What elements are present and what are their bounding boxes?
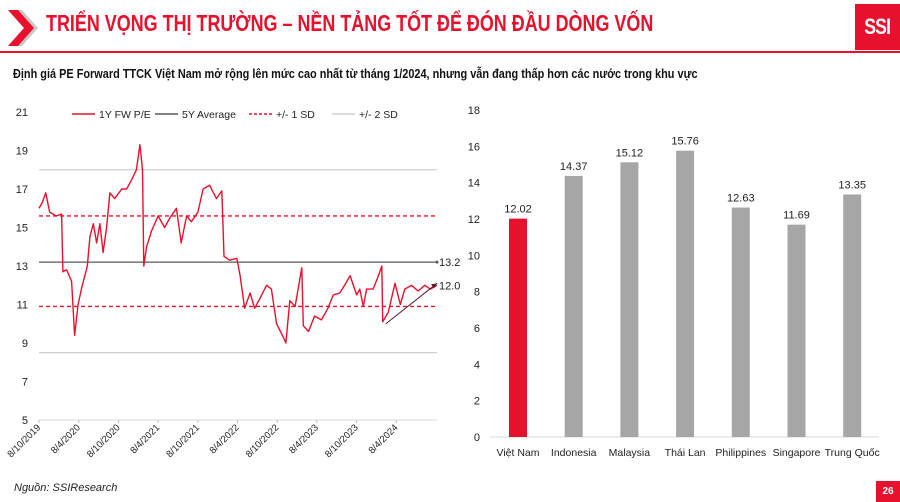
y-tick-label: 6: [474, 323, 480, 335]
y-tick-label: 14: [468, 178, 480, 190]
x-tick-label: 8/4/2024: [367, 422, 401, 456]
bar: [843, 194, 862, 437]
y-tick-label: 7: [22, 377, 28, 389]
chevron-right-icon: [8, 10, 38, 46]
bar-value-label: 14.37: [560, 161, 588, 173]
bar: [676, 150, 695, 437]
legend-label: 5Y Average: [182, 109, 236, 121]
x-tick-label: 8/4/2022: [208, 422, 242, 456]
ssi-logo: SSI: [855, 4, 900, 50]
y-tick-label: 18: [468, 105, 480, 117]
average-marker: [435, 260, 439, 264]
bar-value-label: 13.35: [838, 179, 866, 191]
y-tick-label: 5: [22, 415, 28, 427]
y-tick-label: 17: [16, 184, 28, 196]
bar-value-label: 15.12: [616, 147, 644, 159]
bar-value-label: 12.63: [727, 193, 755, 205]
category-label: Singapore: [773, 447, 821, 459]
category-label: Trung Quốc: [825, 447, 880, 459]
arrow-head-icon: [431, 283, 437, 289]
bar-value-label: 11.69: [783, 210, 810, 222]
y-tick-label: 4: [474, 359, 480, 371]
x-tick-label: 8/10/2023: [323, 422, 361, 460]
category-label: Malaysia: [609, 447, 651, 459]
chart-subtitle: Định giá PE Forward TTCK Việt Nam mở rộn…: [13, 66, 698, 81]
source-note: Nguồn: SSIResearch: [14, 482, 118, 494]
bar-value-label: 15.76: [671, 136, 699, 148]
bar: [509, 218, 527, 437]
category-label: Việt Nam: [497, 447, 540, 459]
page-number: 26: [876, 481, 900, 502]
x-tick-label: 8/10/2021: [164, 422, 202, 460]
average-label: 13.2: [439, 257, 460, 269]
bar: [787, 224, 806, 437]
x-tick-label: 8/4/2020: [49, 422, 83, 456]
page-title: TRIỂN VỌNG THỊ TRƯỜNG – NỀN TẢNG TỐT ĐỂ …: [46, 10, 654, 36]
pe-bar-chart: 0 2 4 6 8 10 12 14 16 18 12.02 Việt Nam 14.37 Indones…: [468, 105, 880, 459]
y-tick-label: 15: [16, 223, 28, 235]
y-tick-label: 2: [474, 396, 480, 408]
bar: [620, 162, 639, 437]
y-tick-label: 13: [16, 261, 28, 273]
y-tick-label: 8: [474, 287, 480, 299]
x-tick-label: 8/10/2020: [85, 422, 123, 460]
y-tick-label: 19: [16, 146, 28, 158]
y-tick-label: 16: [468, 141, 480, 153]
pe-series-line: [38, 144, 438, 344]
last-value-label: 12.0: [439, 280, 460, 292]
bar-value-label: 12.02: [504, 204, 532, 216]
legend-label: 1Y FW P/E: [99, 109, 151, 121]
y-tick-label: 9: [22, 338, 28, 350]
legend-label: +/- 2 SD: [359, 109, 398, 121]
y-tick-label: 11: [17, 300, 28, 312]
header-divider: [0, 51, 900, 53]
bar: [731, 207, 750, 437]
y-tick-label: 0: [474, 432, 480, 444]
y-tick-label: 10: [468, 250, 480, 262]
trend-arrow: [385, 282, 438, 325]
category-label: Indonesia: [551, 447, 597, 459]
bar: [564, 175, 583, 437]
legend-label: +/- 1 SD: [276, 109, 315, 121]
y-tick-label: 12: [468, 214, 480, 226]
x-tick-label: 8/4/2023: [287, 422, 321, 456]
category-label: Thái Lan: [665, 447, 706, 459]
x-tick-label: 8/10/2022: [244, 422, 282, 460]
x-tick-label: 8/10/2019: [5, 422, 43, 460]
y-tick-label: 21: [16, 107, 28, 119]
x-tick-label: 8/4/2021: [128, 422, 162, 456]
category-label: Philippines: [715, 447, 766, 459]
